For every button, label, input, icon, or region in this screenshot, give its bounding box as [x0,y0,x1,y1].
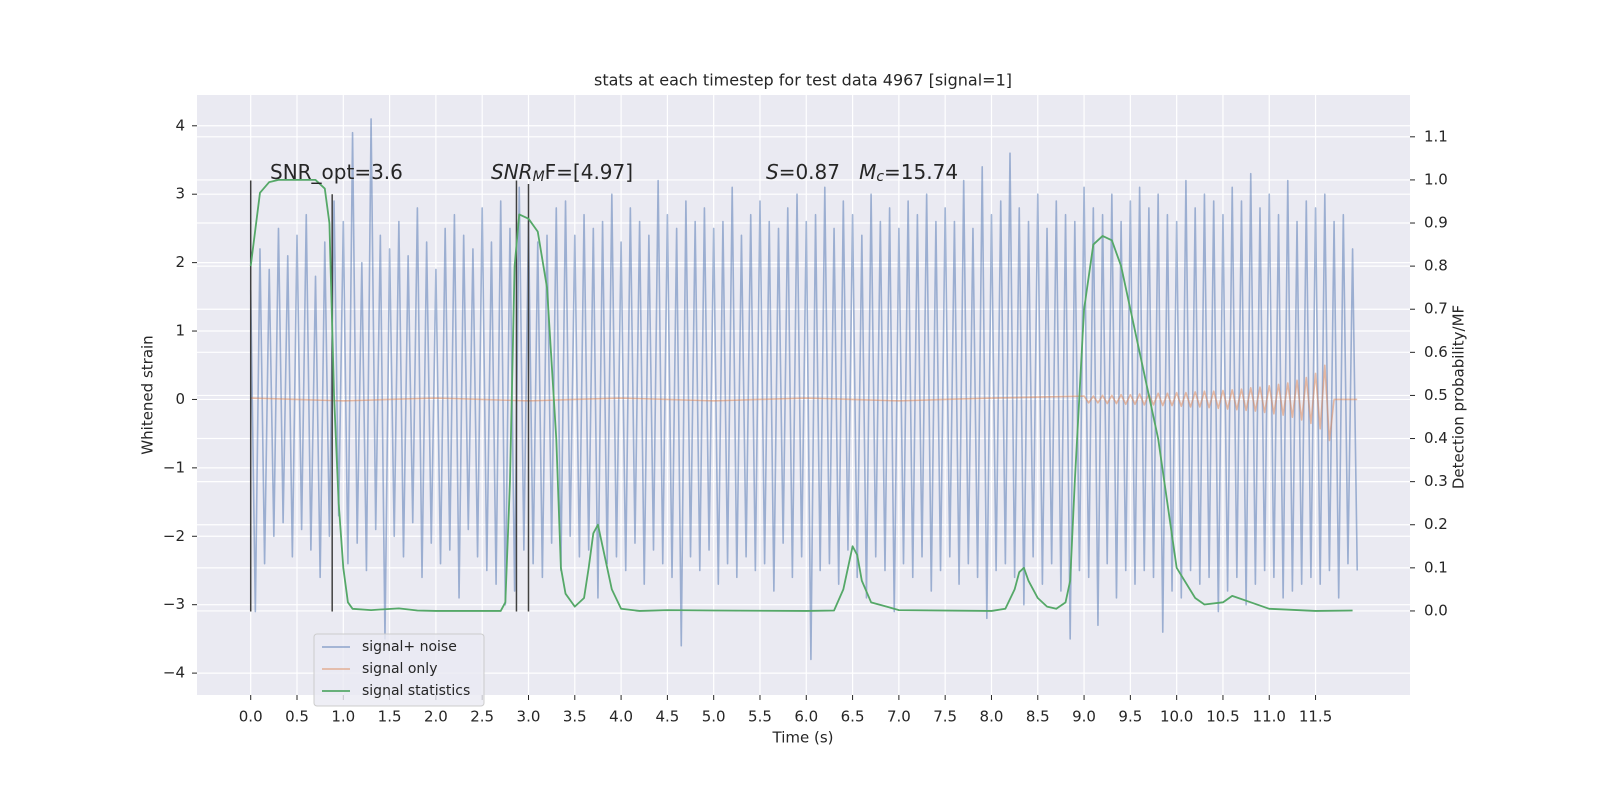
annotation-part: M [533,169,545,185]
y-tick-label: 2 [175,253,185,271]
x-tick-label: 9.0 [1072,708,1096,726]
legend-label: signal statistics [362,683,470,699]
x-tick-label: 2.0 [424,708,448,726]
y2-tick-label: 0.1 [1424,558,1448,576]
y-tick-label: −4 [163,664,185,682]
x-tick-label: 10.0 [1160,708,1193,726]
x-tick-label: 1.5 [378,708,402,726]
grid [192,95,1415,700]
x-tick-label: 6.0 [794,708,818,726]
series-line [250,364,1358,442]
chart-title: stats at each timestep for test data 496… [594,71,1012,90]
y-axis-label: Whitened strain [139,335,157,454]
x-tick-label: 3.5 [563,708,587,726]
x-tick-label: 6.5 [841,708,865,726]
y-tick-label: −1 [163,458,185,476]
y-tick-label: −2 [163,527,185,545]
annotation: SNR_opt=3.6 [270,160,403,184]
y2-tick-label: 1.0 [1424,170,1448,188]
y2-tick-label: 1.1 [1424,127,1448,145]
y2-tick-label: 0.6 [1424,343,1448,361]
annotation-part: SNR_opt=3.6 [270,160,403,184]
legend-label: signal only [362,661,437,677]
legend: signal+ noise signal only signal statistic… [313,633,485,707]
x-tick-label: 8.0 [980,708,1004,726]
y2-tick-label: 0.4 [1424,429,1448,447]
y-tick-label: 0 [175,390,185,408]
y-tick-label: 4 [175,116,185,134]
annotation-part: =15.74 [884,160,958,184]
x-tick-label: 10.5 [1206,708,1239,726]
x-tick-label: 0.5 [285,708,309,726]
y2-tick-label: 0.7 [1424,300,1448,318]
x-tick-label: 4.0 [609,708,633,726]
annotation-part: F=[4.97] [545,160,633,184]
x-axis-label: Time (s) [772,729,834,747]
x-tick-label: 4.5 [655,708,679,726]
x-tick-label: 3.0 [517,708,541,726]
y2-tick-label: 0.0 [1424,601,1448,619]
x-tick-label: 5.5 [748,708,772,726]
y2-tick-label: 0.2 [1424,515,1448,533]
y2-tick-label: 0.5 [1424,386,1448,404]
x-tick-label: 9.5 [1118,708,1142,726]
y-tick-label: −3 [163,595,185,613]
annotation-part: S [766,160,779,184]
x-tick-label: 11.0 [1253,708,1286,726]
annotation: SNRMF=[4.97] [491,160,633,186]
y-tick-label: 1 [175,322,185,340]
x-tick-label: 7.0 [887,708,911,726]
x-tick-label: 11.5 [1299,708,1332,726]
legend-box [313,633,485,707]
series-line [249,118,1359,661]
series-line [249,179,1353,612]
annotation-part: c [876,169,884,185]
x-tick-label: 1.0 [331,708,355,726]
y2-axis-label: Detection probability/MF [1450,305,1468,489]
x-tick-label: 5.0 [702,708,726,726]
annotation-part: SNR [491,160,533,184]
y2-tick-label: 0.3 [1424,472,1448,490]
x-tick-label: 8.5 [1026,708,1050,726]
annotation-part: =0.87 [779,160,859,184]
x-tick-label: 7.5 [933,708,957,726]
marks [249,118,1359,661]
y2-tick-label: 0.8 [1424,257,1448,275]
x-tick-label: 2.5 [470,708,494,726]
annotation: S=0.87 Mc=15.74 [766,160,958,186]
annotation-part: M [859,160,876,184]
legend-label: signal+ noise [362,639,457,655]
x-tick-label: 0.0 [239,708,263,726]
y-tick-label: 3 [175,185,185,203]
y2-tick-label: 0.9 [1424,214,1448,232]
